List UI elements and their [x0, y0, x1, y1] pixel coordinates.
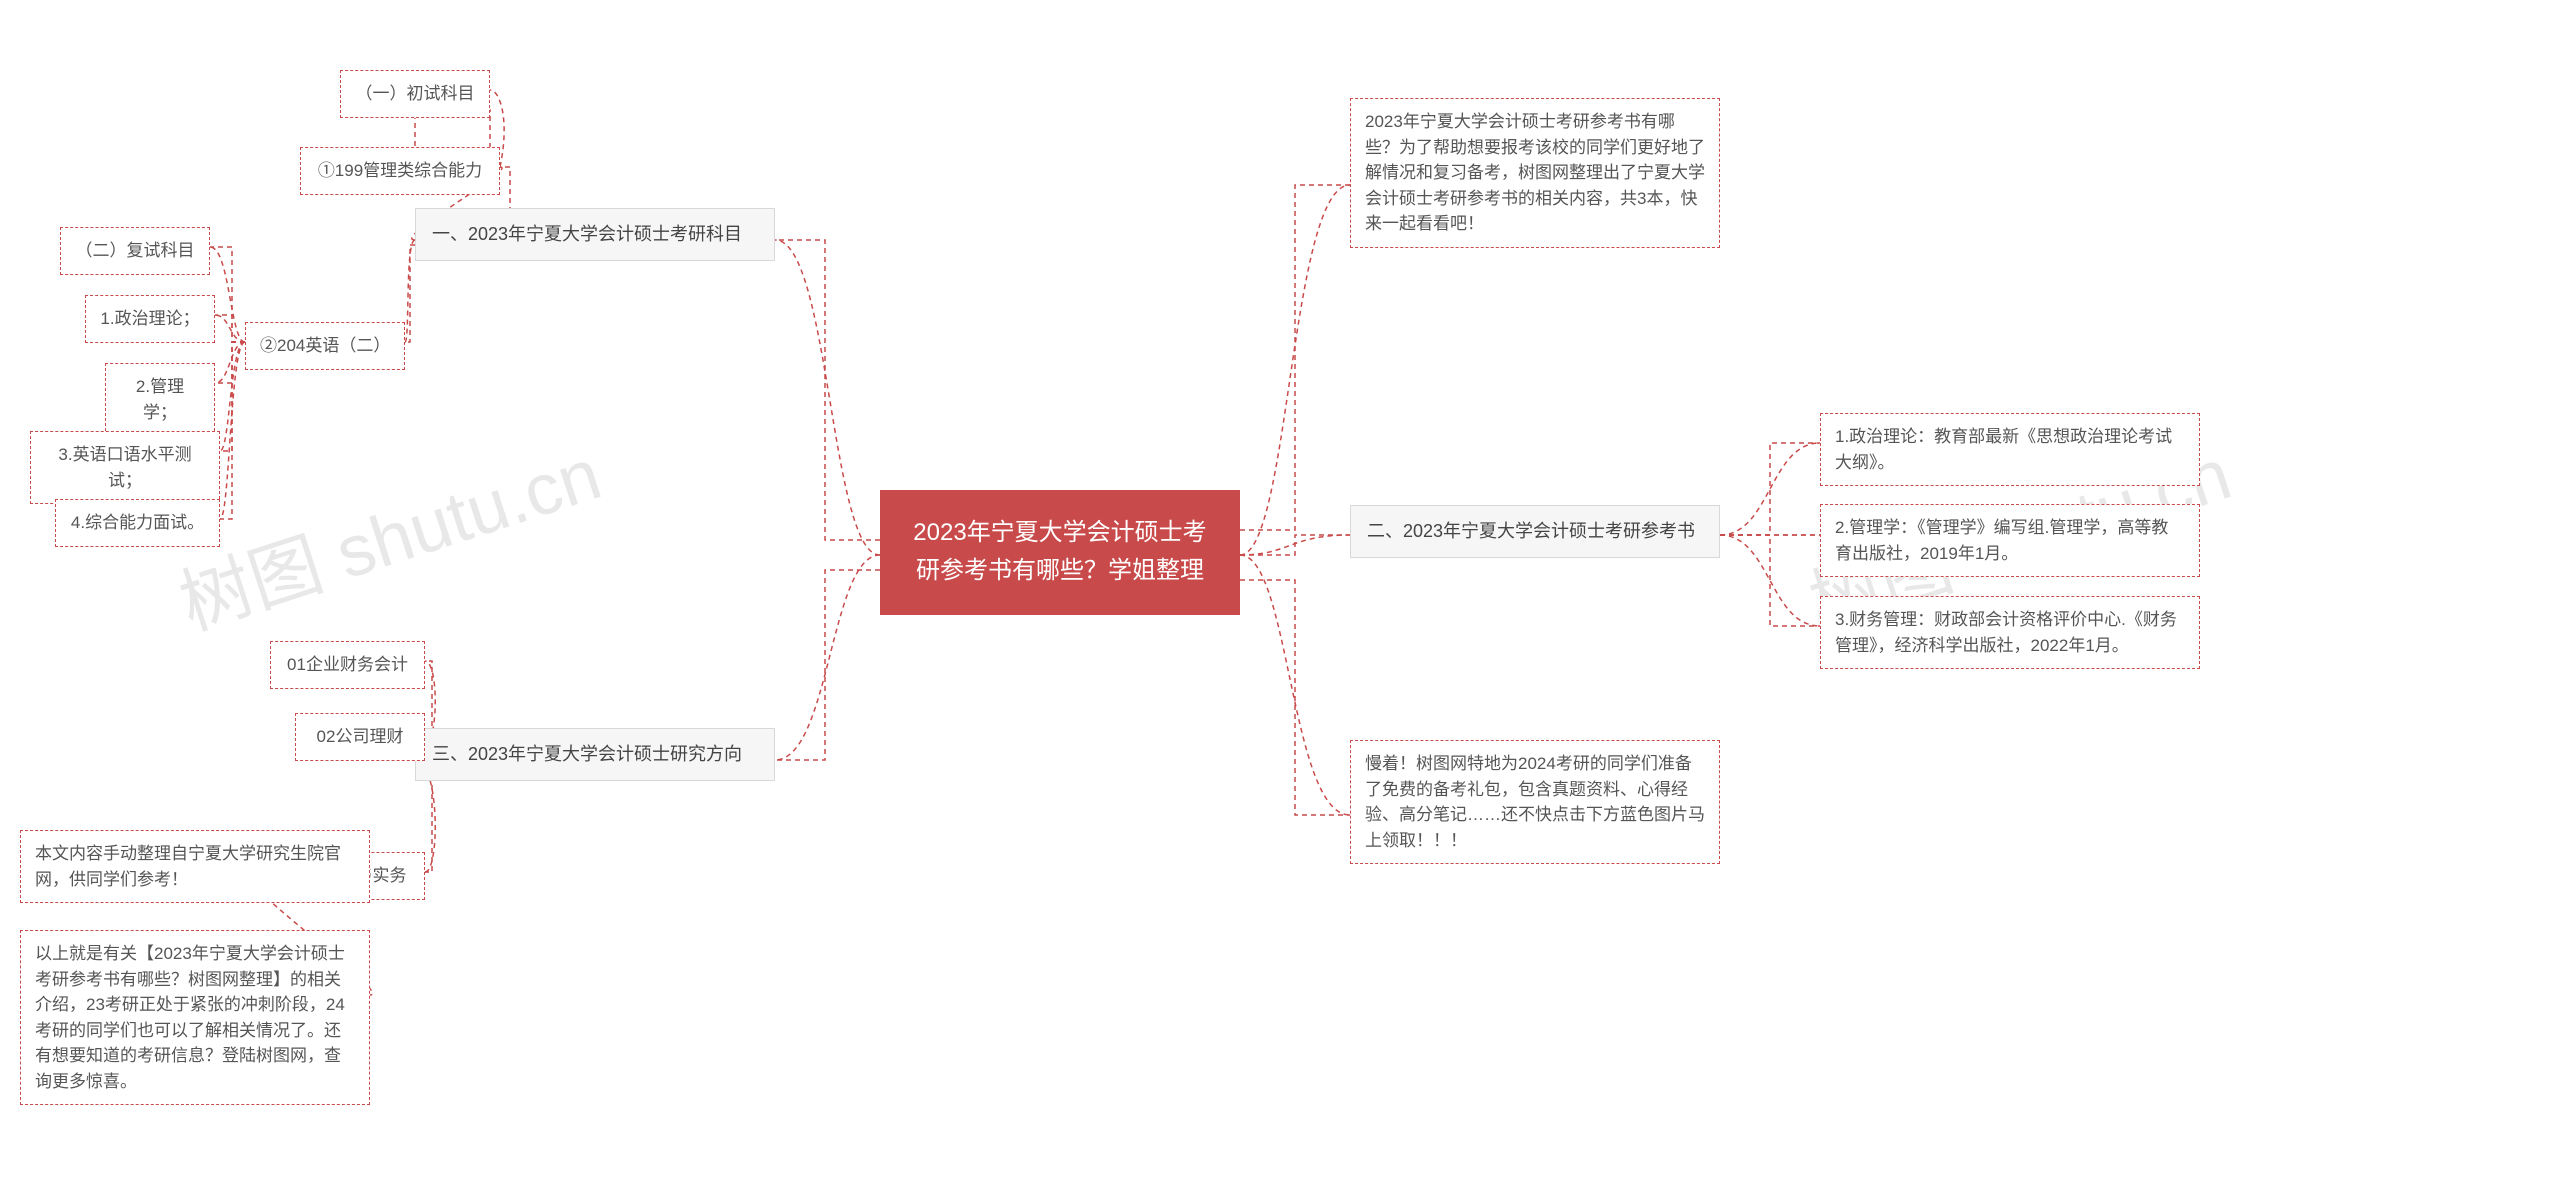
left-s1-sub2-item-0-text: 1.政治理论； — [100, 309, 199, 328]
left-section3: 三、2023年宁夏大学会计硕士研究方向 — [415, 728, 775, 781]
left-s3-note-0-text: 本文内容手动整理自宁夏大学研究生院官网，供同学们参考！ — [35, 844, 341, 889]
left-s1-sub2-pre-text: （二）复试科目 — [76, 241, 195, 260]
left-s3-note-0: 本文内容手动整理自宁夏大学研究生院官网，供同学们参考！ — [20, 830, 370, 903]
left-s1-sub2-item-2-text: 3.英语口语水平测试； — [58, 445, 191, 490]
center-node: 2023年宁夏大学会计硕士考研参考书有哪些？学姐整理 — [880, 490, 1240, 615]
left-s1-sub2-item-2: 3.英语口语水平测试； — [30, 431, 220, 504]
left-s1-sub2-label-text: ②204英语（二） — [260, 336, 390, 355]
right-footer-text: 慢着！树图网特地为2024考研的同学们准备了免费的备考礼包，包含真题资料、心得经… — [1365, 754, 1705, 850]
left-s1-sub1-label: （一）初试科目 — [340, 70, 490, 118]
left-s3-item-1-text: 02公司理财 — [317, 727, 404, 746]
left-s3-note-1: 以上就是有关【2023年宁夏大学会计硕士考研参考书有哪些？树图网整理】的相关介绍… — [20, 930, 370, 1105]
right-section2-item-0-text: 1.政治理论：教育部最新《思想政治理论考试大纲》。 — [1835, 427, 2172, 472]
right-section2-item-0: 1.政治理论：教育部最新《思想政治理论考试大纲》。 — [1820, 413, 2200, 486]
right-section2-item-1: 2.管理学：《管理学》编写组.管理学，高等教育出版社，2019年1月。 — [1820, 504, 2200, 577]
left-section1: 一、2023年宁夏大学会计硕士考研科目 — [415, 208, 775, 261]
right-section2-title: 二、2023年宁夏大学会计硕士考研参考书 — [1367, 521, 1695, 541]
right-section2-item-2-text: 3.财务管理：财政部会计资格评价中心.《财务管理》，经济科学出版社，2022年1… — [1835, 610, 2177, 655]
left-s1-sub1-item: ①199管理类综合能力 — [300, 147, 500, 195]
left-s1-sub2-label: ②204英语（二） — [245, 322, 405, 370]
left-s1-sub1-label-text: （一）初试科目 — [356, 84, 475, 103]
left-s1-sub1-item-text: ①199管理类综合能力 — [318, 161, 482, 180]
right-section2-item-2: 3.财务管理：财政部会计资格评价中心.《财务管理》，经济科学出版社，2022年1… — [1820, 596, 2200, 669]
left-s1-sub2-item-1-text: 2.管理学； — [136, 377, 184, 422]
right-section2-item-1-text: 2.管理学：《管理学》编写组.管理学，高等教育出版社，2019年1月。 — [1835, 518, 2168, 563]
right-section2: 二、2023年宁夏大学会计硕士考研参考书 — [1350, 505, 1720, 558]
watermark-left: 树图 shutu.cn — [164, 415, 611, 650]
left-s1-sub2-pre: （二）复试科目 — [60, 227, 210, 275]
left-s3-note-1-text: 以上就是有关【2023年宁夏大学会计硕士考研参考书有哪些？树图网整理】的相关介绍… — [35, 944, 345, 1091]
center-text: 2023年宁夏大学会计硕士考研参考书有哪些？学姐整理 — [913, 519, 1206, 584]
left-section3-title: 三、2023年宁夏大学会计硕士研究方向 — [432, 744, 742, 764]
right-intro: 2023年宁夏大学会计硕士考研参考书有哪些？为了帮助想要报考该校的同学们更好地了… — [1350, 98, 1720, 248]
right-footer: 慢着！树图网特地为2024考研的同学们准备了免费的备考礼包，包含真题资料、心得经… — [1350, 740, 1720, 864]
left-s1-sub2-item-3: 4.综合能力面试。 — [55, 499, 220, 547]
left-s3-item-1: 02公司理财 — [295, 713, 425, 761]
left-s1-sub2-item-0: 1.政治理论； — [85, 295, 215, 343]
left-s1-sub2-item-3-text: 4.综合能力面试。 — [71, 513, 204, 532]
left-s1-sub2-item-1: 2.管理学； — [105, 363, 215, 436]
left-section1-title: 一、2023年宁夏大学会计硕士考研科目 — [432, 224, 742, 244]
right-intro-text: 2023年宁夏大学会计硕士考研参考书有哪些？为了帮助想要报考该校的同学们更好地了… — [1365, 112, 1705, 233]
left-s3-item-0: 01企业财务会计 — [270, 641, 425, 689]
left-s3-item-0-text: 01企业财务会计 — [287, 655, 408, 674]
